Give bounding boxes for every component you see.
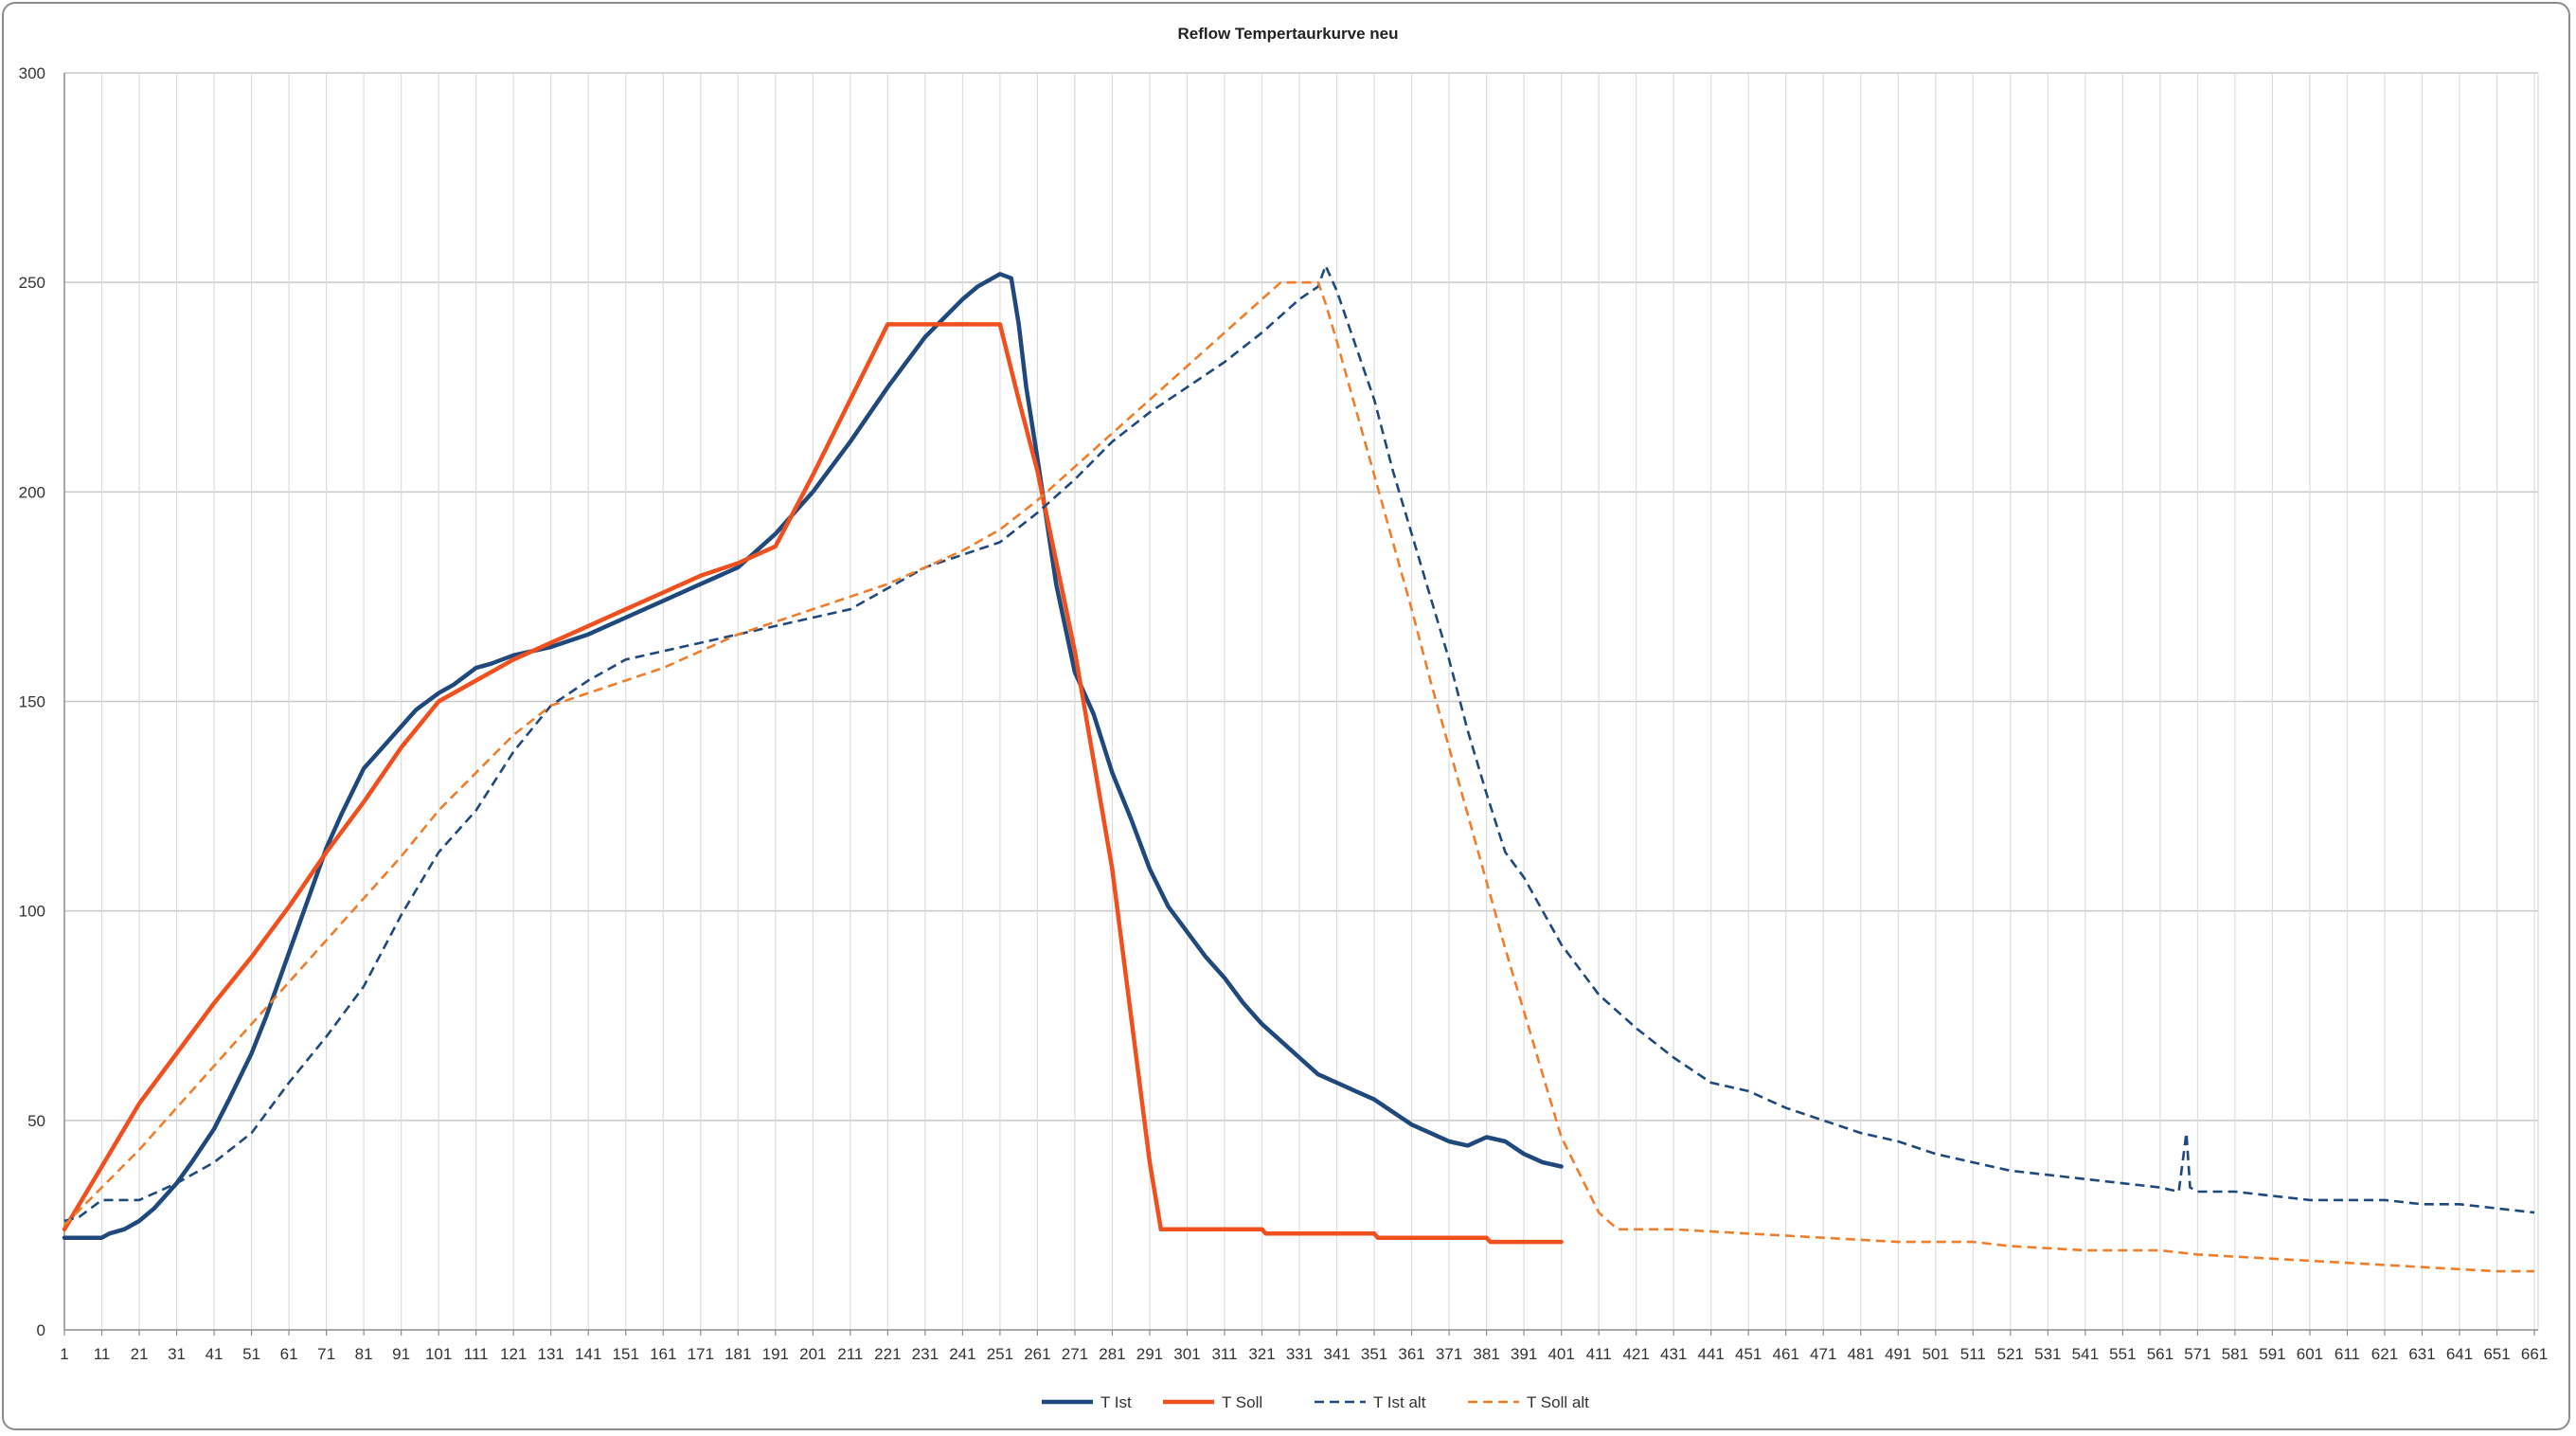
x-tick-label: 191 [762,1345,789,1363]
x-tick-label: 491 [1885,1345,1911,1363]
x-tick-label: 341 [1323,1345,1350,1363]
series-line-4 [63,280,2534,1273]
x-tick-label: 391 [1511,1345,1537,1363]
x-tick-label: 161 [650,1345,676,1363]
x-tick-label: 301 [1173,1345,1200,1363]
x-tick-label: 451 [1735,1345,1762,1363]
x-tick-label: 511 [1960,1345,1986,1363]
x-tick-label: 631 [2408,1345,2435,1363]
x-tick-label: 81 [355,1345,373,1363]
x-tick-label: 521 [1997,1345,2024,1363]
x-tick-label: 471 [1810,1345,1836,1363]
x-tick-label: 381 [1473,1345,1499,1363]
x-tick-label: 501 [1923,1345,1949,1363]
x-tick-label: 481 [1848,1345,1874,1363]
series-line-2 [62,322,1564,1245]
legend-label-4: T Soll alt [1527,1393,1589,1411]
x-tick-label: 141 [575,1345,601,1363]
y-tick-label: 250 [19,274,45,292]
x-tick-label: 121 [500,1345,527,1363]
x-tick-label: 61 [280,1345,298,1363]
x-tick-label: 231 [912,1345,939,1363]
x-tick-label: 561 [2147,1345,2174,1363]
x-tick-label: 551 [2109,1345,2136,1363]
x-tick-label: 281 [1099,1345,1125,1363]
x-tick-label: 621 [2371,1345,2398,1363]
x-tick-label: 401 [1547,1345,1574,1363]
y-tick-label: 150 [19,693,45,711]
y-tick-label: 50 [27,1112,45,1130]
gridlines [63,72,2539,1330]
y-tick-label: 100 [19,903,45,921]
x-tick-label: 171 [688,1345,714,1363]
x-tick-label: 351 [1361,1345,1387,1363]
x-tick-label: 271 [1062,1345,1088,1363]
x-tick-label: 361 [1398,1345,1424,1363]
x-tick-label: 641 [2446,1345,2473,1363]
x-tick-label: 51 [242,1345,260,1363]
legend-label-3: T Ist alt [1373,1393,1426,1411]
x-tick-label: 291 [1136,1345,1163,1363]
x-tick-label: 581 [2222,1345,2248,1363]
y-tick-label: 300 [19,64,45,82]
x-tick-label: 661 [2521,1345,2548,1363]
x-tick-label: 261 [1024,1345,1050,1363]
series-line-1 [62,272,1564,1240]
series-lines [62,264,2535,1273]
x-tick-label: 101 [425,1345,452,1363]
x-tick-label: 411 [1586,1345,1612,1363]
chart-title: Reflow Tempertaurkurve neu [1177,25,1398,43]
x-tick-label: 1 [60,1345,68,1363]
x-tick-label: 431 [1660,1345,1687,1363]
x-tick-label: 131 [538,1345,564,1363]
x-tick-label: 421 [1622,1345,1649,1363]
legend-label-2: T Soll [1222,1393,1262,1411]
x-tick-label: 591 [2259,1345,2285,1363]
y-tick-label: 0 [37,1321,45,1339]
x-tick-label: 181 [724,1345,751,1363]
x-tick-label: 251 [987,1345,1013,1363]
x-tick-label: 111 [464,1345,489,1363]
y-tick-label: 200 [19,483,45,501]
x-tick-label: 611 [2334,1345,2360,1363]
x-tick-label: 241 [949,1345,975,1363]
legend: T Ist T Soll T Ist alt T Soll alt [1042,1393,1589,1411]
x-tick-label: 21 [131,1345,149,1363]
x-tick-label: 321 [1248,1345,1275,1363]
x-tick-label: 41 [206,1345,224,1363]
axes [63,73,2538,1336]
x-tick-label: 11 [94,1345,111,1363]
x-tick-label: 151 [613,1345,639,1363]
x-tick-label: 211 [837,1345,863,1363]
x-tick-label: 531 [2034,1345,2061,1363]
x-tick-label: 91 [392,1345,410,1363]
x-tick-label: 221 [874,1345,901,1363]
x-tick-label: 201 [799,1345,826,1363]
x-tick-label: 651 [2483,1345,2510,1363]
x-tick-label: 71 [317,1345,335,1363]
x-tick-label: 461 [1773,1345,1799,1363]
x-tick-label: 331 [1286,1345,1313,1363]
x-tick-label: 31 [168,1345,186,1363]
x-tick-label: 601 [2297,1345,2323,1363]
x-tick-label: 541 [2072,1345,2099,1363]
legend-label-1: T Ist [1100,1393,1132,1411]
x-tick-label: 311 [1211,1345,1237,1363]
x-tick-label: 571 [2184,1345,2210,1363]
x-tick-label: 371 [1436,1345,1462,1363]
x-tick-label: 441 [1698,1345,1725,1363]
series-line-3 [63,264,2535,1223]
